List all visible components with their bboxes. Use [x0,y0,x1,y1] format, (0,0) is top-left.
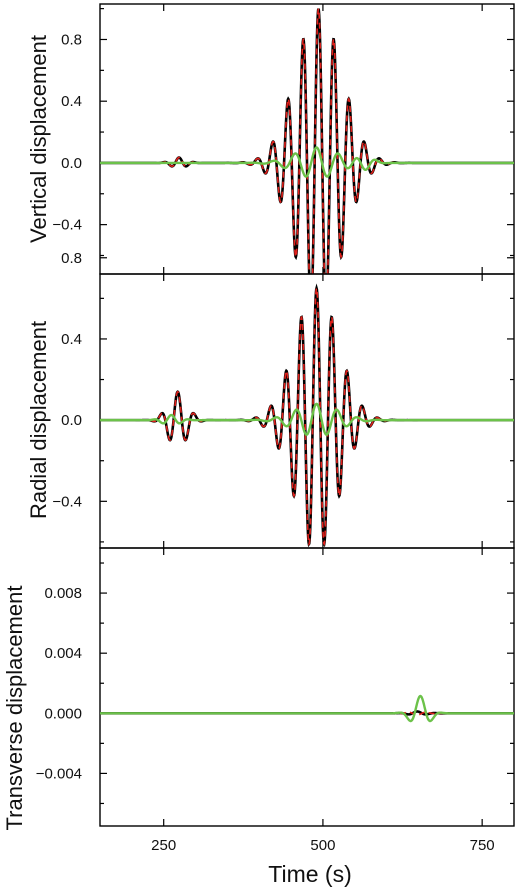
xtick-label: 250 [151,837,176,854]
panel-vertical-ylabel: Vertical displacement [26,35,51,243]
ytick-label: −0.004 [36,765,82,782]
panel-radial-ylabel: Radial displacement [26,321,51,519]
ytick-label: 0.8 [61,31,82,48]
x-axis: 250 500 750 Time (s) [151,837,494,887]
panel-vertical-ytick-labels: −0.4 0.0 0.4 0.8 [52,31,82,233]
panel-vertical: −0.4 0.0 0.4 0.8 Vertical displacement [26,3,515,275]
panel-radial-ytick-labels: −0.4 0.0 0.4 0.8 [52,250,82,511]
panel-transverse: −0.004 0.000 0.004 0.008 Transverse disp… [2,547,515,831]
ytick-label: −0.4 [52,217,82,234]
series-green-solid [100,146,514,178]
ytick-label: 0.004 [44,645,82,662]
ytick-label: 0.0 [61,412,82,429]
ytick-label: 0.000 [44,705,82,722]
ytick-label: 0.8 [61,250,82,267]
panel-transverse-ticks [100,548,514,826]
x-axis-title: Time (s) [268,861,351,887]
ytick-label: 0.4 [61,93,82,110]
panel-radial: −0.4 0.0 0.4 0.8 Radial displacement [26,250,515,549]
ytick-label: 0.0 [61,155,82,172]
series-red-dashed [100,8,514,274]
xtick-label: 500 [310,837,335,854]
xtick-label: 750 [470,837,495,854]
series-red-dashed [100,285,514,547]
ytick-label: −0.4 [52,493,82,510]
panel-transverse-frame [99,547,515,827]
ytick-label: 0.4 [61,331,82,348]
panel-transverse-ytick-labels: −0.004 0.000 0.004 0.008 [36,585,82,782]
series-green-solid [100,694,514,723]
series-green-solid [100,402,514,436]
panel-transverse-ylabel: Transverse displacement [2,586,27,831]
ytick-label: 0.008 [44,585,82,602]
